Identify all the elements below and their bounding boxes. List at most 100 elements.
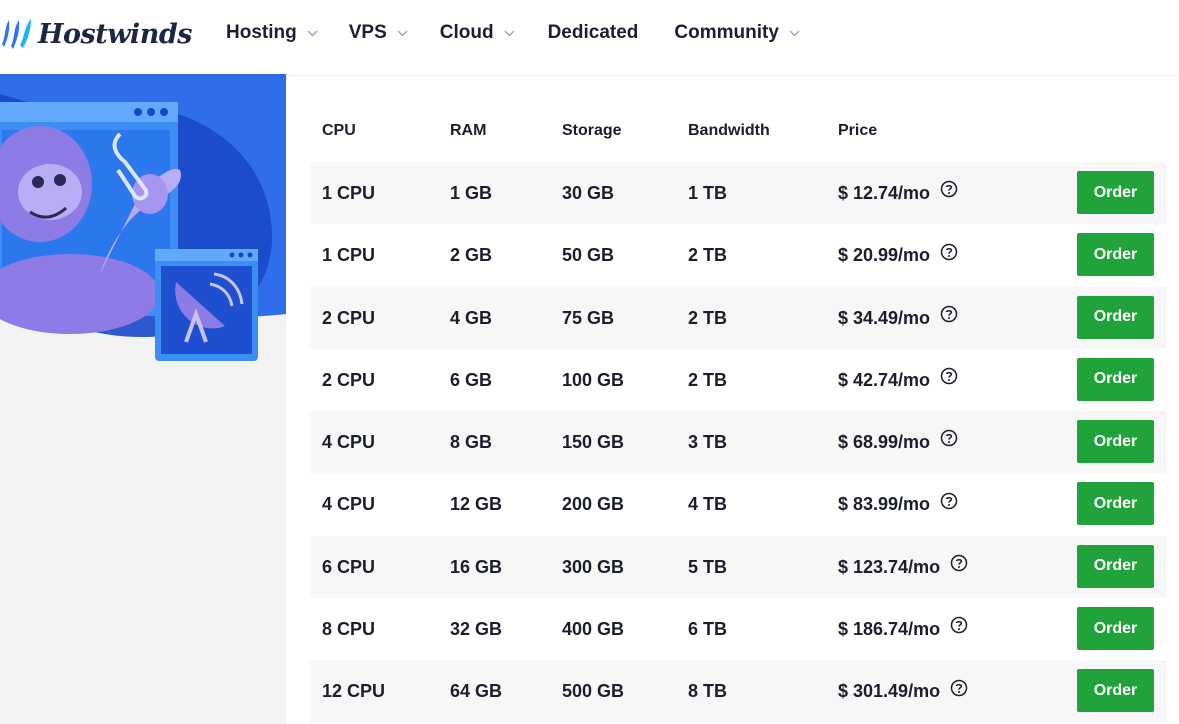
cell-ram: 6 GB [450, 369, 493, 390]
nav-cloud[interactable]: Cloud [440, 22, 515, 44]
main-nav: Hosting VPS Cloud Dedicated Community [226, 22, 800, 44]
header-cpu: CPU [322, 122, 356, 139]
logo-wordmark: Hostwinds [38, 18, 192, 50]
cell-ram: 4 GB [450, 307, 493, 328]
nav-community[interactable]: Community [674, 22, 800, 44]
cell-cpu: 8 CPU [322, 619, 376, 640]
cell-cpu: 1 CPU [322, 183, 376, 203]
cell-storage: 200 GB [562, 494, 625, 515]
cell-storage: 30 GB [562, 183, 615, 203]
question-circle-icon[interactable] [940, 473, 958, 535]
cell-storage: 300 GB [562, 556, 625, 577]
cell-cpu: 4 CPU [322, 494, 376, 515]
price-value: $ 186.74/mo [838, 619, 941, 640]
order-button[interactable]: Order [1077, 171, 1154, 214]
question-circle-icon[interactable] [940, 161, 958, 223]
order-button[interactable]: Order [1077, 233, 1154, 277]
price-value: $ 83.99/mo [838, 494, 931, 515]
table-row: 12 CPU 64 GB 500 GB 8 TB $ 301.49/mo Order [310, 660, 1167, 723]
table-row: 1 CPU 2 GB 50 GB 2 TB $ 20.99/mo Order [310, 224, 1167, 286]
table-body: 1 CPU 1 GB 30 GB 1 TB $ 12.74/mo Order 1 CPU 2 … [310, 162, 1167, 723]
cell-bandwidth: 2 TB [688, 307, 728, 328]
price-value: $ 20.99/mo [838, 245, 931, 266]
price-value: $ 42.74/mo [838, 369, 931, 390]
cell-bandwidth: 2 TB [688, 245, 728, 266]
table-row: 2 CPU 4 GB 75 GB 2 TB $ 34.49/mo Order [310, 286, 1167, 349]
order-button[interactable]: Order [1077, 607, 1154, 651]
nav-label: Community [674, 22, 779, 43]
header-bandwidth: Bandwidth [688, 122, 770, 139]
cell-ram: 32 GB [450, 619, 503, 640]
cell-price: $ 20.99/mo [838, 224, 958, 286]
cell-price: $ 12.74/mo [838, 162, 958, 224]
question-circle-icon[interactable] [940, 410, 958, 472]
cell-cpu: 12 CPU [322, 681, 386, 702]
nav-label: VPS [348, 22, 387, 43]
hostwinds-logo[interactable]: Hostwinds [0, 14, 192, 54]
nav-vps[interactable]: VPS [349, 22, 408, 44]
order-button[interactable]: Order [1077, 295, 1154, 339]
cell-bandwidth: 4 TB [688, 494, 728, 515]
cell-ram: 8 GB [450, 432, 493, 453]
cell-bandwidth: 3 TB [688, 432, 728, 453]
chevron-down-icon [504, 30, 515, 36]
cell-ram: 12 GB [450, 494, 503, 515]
question-circle-icon[interactable] [940, 224, 958, 286]
cell-bandwidth: 1 TB [688, 183, 728, 203]
price-value: $ 301.49/mo [838, 681, 941, 702]
cell-cpu: 1 CPU [322, 245, 376, 266]
cell-storage: 50 GB [562, 245, 615, 266]
question-circle-icon[interactable] [940, 286, 958, 348]
table-header: CPU RAM Storage Bandwidth Price [310, 100, 1167, 162]
cell-ram: 1 GB [450, 183, 493, 203]
order-button[interactable]: Order [1077, 357, 1154, 401]
cell-storage: 100 GB [562, 369, 625, 390]
site-header: Hostwinds Hosting VPS Cloud Dedicated Co… [0, 0, 1179, 74]
cell-bandwidth: 5 TB [688, 556, 728, 577]
order-button[interactable]: Order [1077, 669, 1154, 713]
price-value: $ 12.74/mo [838, 183, 931, 203]
left-panel [0, 74, 286, 724]
cell-ram: 2 GB [450, 245, 493, 266]
cell-bandwidth: 8 TB [688, 681, 728, 702]
cell-cpu: 2 CPU [322, 307, 376, 328]
question-circle-icon[interactable] [950, 597, 968, 659]
wave-logo-icon [2, 19, 31, 49]
cell-storage: 500 GB [562, 681, 625, 702]
chevron-down-icon [307, 30, 318, 36]
pricing-table: CPU RAM Storage Bandwidth Price 1 CPU 1 G… [310, 100, 1167, 723]
cell-storage: 75 GB [562, 307, 615, 328]
cell-cpu: 4 CPU [322, 432, 376, 453]
cell-ram: 64 GB [450, 681, 503, 702]
table-row: 8 CPU 32 GB 400 GB 6 TB $ 186.74/mo Order [310, 598, 1167, 660]
order-button[interactable]: Order [1077, 544, 1154, 588]
cell-price: $ 34.49/mo [838, 287, 958, 349]
order-button[interactable]: Order [1077, 420, 1154, 464]
nav-hosting[interactable]: Hosting [226, 22, 318, 44]
nav-dedicated[interactable]: Dedicated [548, 22, 639, 44]
header-ram: RAM [450, 122, 487, 139]
cell-cpu: 2 CPU [322, 369, 376, 390]
cell-price: $ 83.99/mo [838, 473, 958, 535]
question-circle-icon[interactable] [940, 348, 958, 410]
table-row: 2 CPU 6 GB 100 GB 2 TB $ 42.74/mo Order [310, 349, 1167, 411]
table-row: 4 CPU 8 GB 150 GB 3 TB $ 68.99/mo Order [310, 411, 1167, 474]
price-value: $ 34.49/mo [838, 307, 931, 328]
cell-price: $ 42.74/mo [838, 349, 958, 411]
cell-price: $ 186.74/mo [838, 598, 968, 660]
question-circle-icon[interactable] [950, 660, 968, 722]
cell-storage: 150 GB [562, 432, 625, 453]
header-storage: Storage [562, 122, 622, 139]
nav-label: Dedicated [547, 22, 639, 43]
question-circle-icon[interactable] [950, 535, 968, 597]
cell-storage: 400 GB [562, 619, 625, 640]
gorilla-satellite-illustration [0, 74, 286, 361]
price-value: $ 123.74/mo [838, 556, 941, 577]
cell-ram: 16 GB [450, 556, 503, 577]
order-button[interactable]: Order [1077, 482, 1154, 526]
cell-price: $ 68.99/mo [838, 411, 958, 473]
price-value: $ 68.99/mo [838, 432, 931, 453]
nav-label: Hosting [226, 22, 297, 43]
nav-label: Cloud [439, 22, 494, 43]
table-row: 4 CPU 12 GB 200 GB 4 TB $ 83.99/mo Order [310, 473, 1167, 535]
